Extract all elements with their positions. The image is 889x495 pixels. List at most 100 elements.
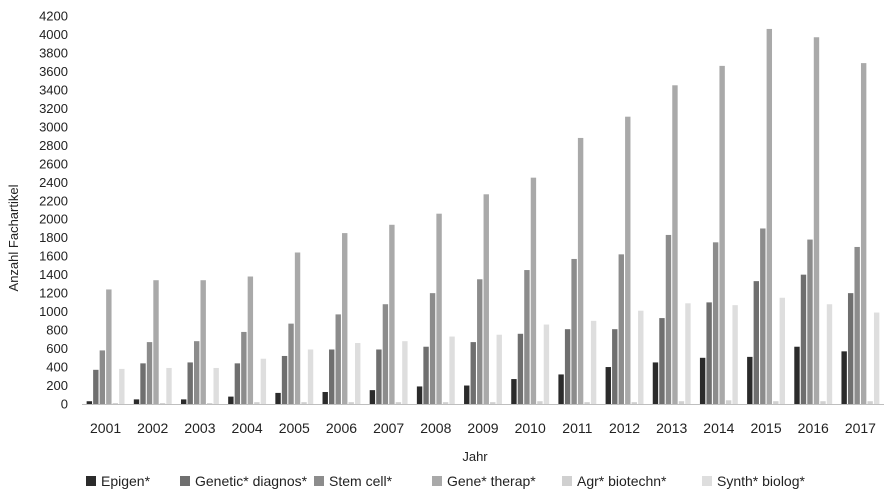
bar	[800, 274, 807, 404]
bar	[747, 356, 753, 404]
x-tick-label: 2003	[184, 420, 215, 436]
x-tick-label: 2001	[90, 420, 121, 436]
bar	[490, 402, 496, 404]
y-tick-label: 1200	[39, 286, 68, 301]
bar	[511, 379, 517, 404]
bar	[153, 280, 159, 404]
bar	[638, 310, 644, 404]
bar	[99, 350, 106, 404]
x-tick-label: 2015	[750, 420, 781, 436]
legend-item: Agr* biotechn*	[562, 473, 702, 489]
bar	[301, 402, 307, 404]
bar	[241, 331, 247, 404]
x-tick-label: 2006	[326, 420, 357, 436]
bar	[612, 329, 618, 404]
bar	[537, 401, 543, 404]
bar	[275, 392, 281, 404]
bar	[873, 312, 880, 404]
legend-label: Synth* biolog*	[717, 473, 805, 489]
bar-chart: 0 200 400 600 800 1000 1200 1400 1600 1800 2000 220…	[6, 9, 884, 464]
bar	[322, 391, 328, 404]
bar	[706, 302, 712, 404]
bar	[112, 403, 119, 404]
bar	[402, 341, 408, 404]
bar	[159, 403, 166, 404]
y-tick-label: 3000	[39, 119, 68, 134]
bar	[281, 355, 288, 404]
bar	[766, 28, 773, 405]
bar	[794, 346, 800, 404]
legend-swatch	[86, 476, 96, 486]
x-tick-label: 2007	[373, 420, 404, 436]
bar	[753, 281, 760, 404]
legend: Epigen* Genetic* diagnos* Stem cell* Gene* …	[86, 469, 886, 493]
legend-swatch	[432, 476, 442, 486]
bar	[631, 402, 637, 404]
legend-label: Agr* biotechn*	[577, 473, 667, 489]
bar	[841, 351, 847, 404]
bar	[416, 386, 423, 404]
y-tick-label: 1400	[39, 267, 68, 282]
bar	[860, 63, 867, 404]
bar	[86, 401, 93, 404]
bar	[685, 303, 691, 404]
legend-label: Stem cell*	[329, 473, 393, 489]
bar	[180, 399, 187, 404]
x-tick-label: 2005	[279, 420, 310, 436]
bar	[140, 363, 146, 404]
bar	[813, 37, 820, 404]
bar	[146, 342, 153, 404]
y-tick-label: 3800	[39, 45, 68, 60]
bar	[652, 362, 659, 404]
bar	[618, 254, 624, 404]
bar	[423, 346, 429, 404]
bar	[496, 334, 502, 404]
legend-item: Synth* biolog*	[702, 473, 832, 489]
x-tick-label: 2013	[656, 420, 687, 436]
bar	[213, 367, 219, 404]
x-tick-label: 2012	[609, 420, 640, 436]
bar	[524, 270, 530, 404]
bar	[659, 318, 665, 404]
bar	[429, 293, 436, 404]
bar	[193, 341, 200, 404]
y-tick-label: 800	[46, 323, 68, 338]
bar	[187, 362, 193, 404]
bar	[436, 213, 442, 404]
bar	[369, 390, 376, 404]
bar	[376, 349, 382, 404]
bar	[247, 276, 254, 404]
x-axis-title: Jahr	[462, 449, 488, 464]
bar	[732, 305, 738, 404]
bar	[449, 336, 455, 404]
bar	[442, 402, 449, 404]
bars	[86, 28, 880, 405]
bar	[725, 400, 732, 404]
bar	[342, 233, 348, 404]
legend-swatch	[314, 476, 324, 486]
legend-item: Genetic* diagnos*	[180, 473, 314, 489]
bar	[584, 402, 590, 404]
bar	[672, 85, 678, 405]
bar	[477, 279, 483, 404]
y-tick-label: 1800	[39, 230, 68, 245]
bar	[254, 402, 260, 404]
bar	[854, 246, 860, 404]
x-tick-label: 2009	[467, 420, 498, 436]
bar	[382, 304, 389, 404]
y-tick-label: 4200	[39, 9, 68, 24]
bar	[699, 357, 706, 404]
bar	[590, 320, 597, 404]
x-tick-label: 2004	[232, 420, 263, 436]
y-axis-ticks: 0 200 400 600 800 1000 1200 1400 1600 1800 2000 220…	[39, 9, 68, 412]
legend-label: Genetic* diagnos*	[195, 473, 308, 489]
bar	[807, 239, 813, 404]
bar	[847, 293, 854, 404]
bar	[719, 65, 725, 404]
bar	[826, 304, 833, 404]
x-tick-label: 2014	[703, 420, 734, 436]
x-tick-label: 2011	[562, 420, 592, 436]
bar	[530, 177, 537, 404]
bar	[93, 369, 99, 404]
x-tick-label: 2008	[420, 420, 451, 436]
